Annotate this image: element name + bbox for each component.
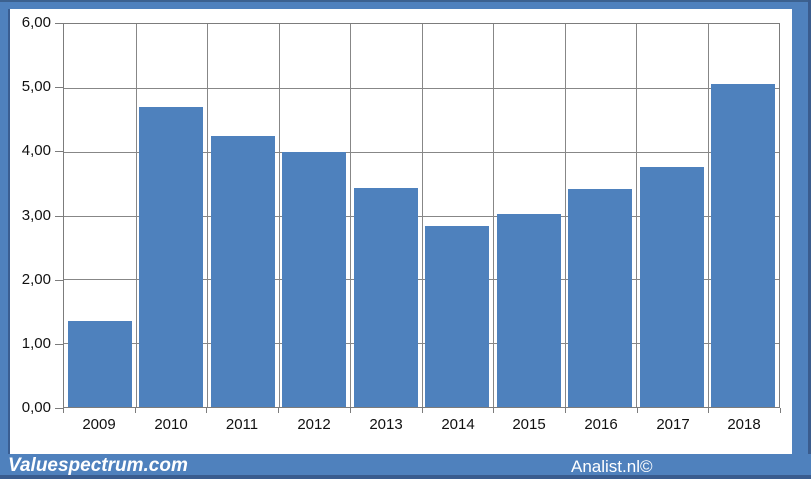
- y-axis-tick: [55, 87, 63, 88]
- y-axis-tick: [55, 408, 63, 409]
- gridline-horizontal: [64, 151, 779, 153]
- bar-2016: [568, 189, 632, 407]
- x-axis-label: 2018: [727, 416, 761, 433]
- gridline-horizontal: [64, 279, 779, 281]
- frame-top-edge: [0, 0, 811, 2]
- bar-2012: [282, 152, 346, 407]
- x-axis-label: 2009: [82, 416, 116, 433]
- y-axis-label: 2,00: [21, 271, 51, 288]
- credit-analist: Analist.nl©: [571, 457, 653, 476]
- y-axis-label: 5,00: [21, 78, 51, 95]
- gridline-vertical: [493, 24, 494, 407]
- x-axis-tick: [135, 408, 136, 413]
- gridline-horizontal: [64, 87, 779, 89]
- x-axis-label: 2015: [512, 416, 546, 433]
- bar-2017: [640, 167, 704, 407]
- x-axis-label: 2016: [584, 416, 618, 433]
- brand-valuespectrum: Valuespectrum.com: [8, 455, 188, 476]
- x-axis-tick: [493, 408, 494, 413]
- gridline-vertical: [350, 24, 351, 407]
- x-axis-tick: [780, 408, 781, 413]
- x-axis-tick: [565, 408, 566, 413]
- x-axis-label: 2012: [297, 416, 331, 433]
- gridline-vertical: [565, 24, 566, 407]
- footer-bar: Valuespectrum.com Analist.nl©: [0, 454, 811, 479]
- gridline-horizontal: [64, 343, 779, 345]
- y-axis-label: 6,00: [21, 14, 51, 31]
- bar-2014: [425, 226, 489, 407]
- x-axis-label: 2010: [154, 416, 188, 433]
- gridline-horizontal: [64, 215, 779, 217]
- y-axis-label: 0,00: [21, 399, 51, 416]
- x-axis-label: 2013: [369, 416, 403, 433]
- gridline-vertical: [279, 24, 280, 407]
- gridline-vertical: [207, 24, 208, 407]
- x-axis-label: 2017: [656, 416, 690, 433]
- x-axis-tick: [422, 408, 423, 413]
- gridline-vertical: [136, 24, 137, 407]
- frame-right-edge: [808, 0, 811, 479]
- y-axis-label: 3,00: [21, 207, 51, 224]
- bar-2015: [497, 214, 561, 407]
- y-axis-label: 1,00: [21, 335, 51, 352]
- y-axis-label: 4,00: [21, 142, 51, 159]
- gridline-vertical: [636, 24, 637, 407]
- gridline-vertical: [422, 24, 423, 407]
- bar-2009: [68, 321, 132, 407]
- y-axis-tick: [55, 23, 63, 24]
- y-axis-tick: [55, 344, 63, 345]
- x-axis-label: 2014: [441, 416, 475, 433]
- x-axis-tick: [278, 408, 279, 413]
- x-axis-tick: [708, 408, 709, 413]
- x-axis-tick: [206, 408, 207, 413]
- footer-dark-edge: [0, 475, 811, 479]
- bar-2013: [354, 188, 418, 407]
- x-axis-tick: [63, 408, 64, 413]
- x-axis-tick: [350, 408, 351, 413]
- chart-panel: 0,00 1,00 2,00 3,00 4,00 5,00 6,00 2009 2010 2011…: [10, 9, 792, 454]
- y-axis-tick: [55, 151, 63, 152]
- x-axis-tick: [637, 408, 638, 413]
- bar-2018: [711, 84, 775, 407]
- bar-2010: [139, 107, 203, 407]
- bar-2011: [211, 136, 275, 407]
- plot-area: [63, 23, 780, 408]
- y-axis-tick: [55, 280, 63, 281]
- gridline-vertical: [708, 24, 709, 407]
- x-axis-label: 2011: [225, 416, 259, 433]
- plot-inner: [64, 24, 779, 407]
- y-axis-tick: [55, 216, 63, 217]
